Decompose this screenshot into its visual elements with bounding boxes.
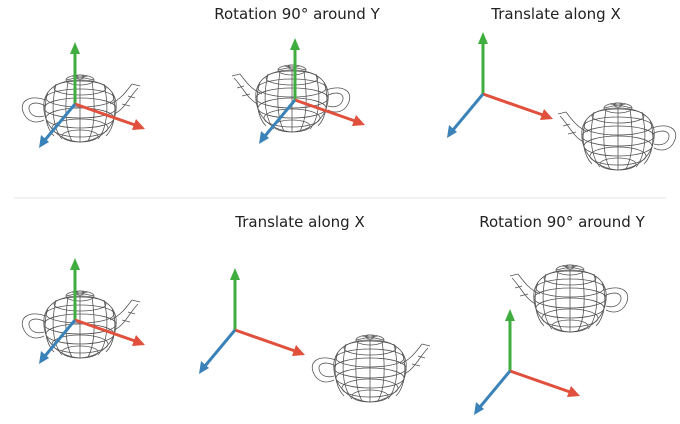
teapot (21, 74, 141, 143)
teapot (231, 64, 351, 133)
caption: Translate along X (490, 5, 621, 23)
teapot (557, 102, 677, 171)
caption: Rotation 90° around Y (479, 213, 645, 231)
caption: Rotation 90° around Y (214, 5, 380, 23)
teapot (509, 264, 629, 333)
axes (472, 307, 582, 417)
axes (197, 266, 307, 376)
teapot (21, 290, 141, 359)
axes (445, 30, 555, 140)
caption: Translate along X (234, 213, 365, 231)
teapot (311, 334, 431, 403)
